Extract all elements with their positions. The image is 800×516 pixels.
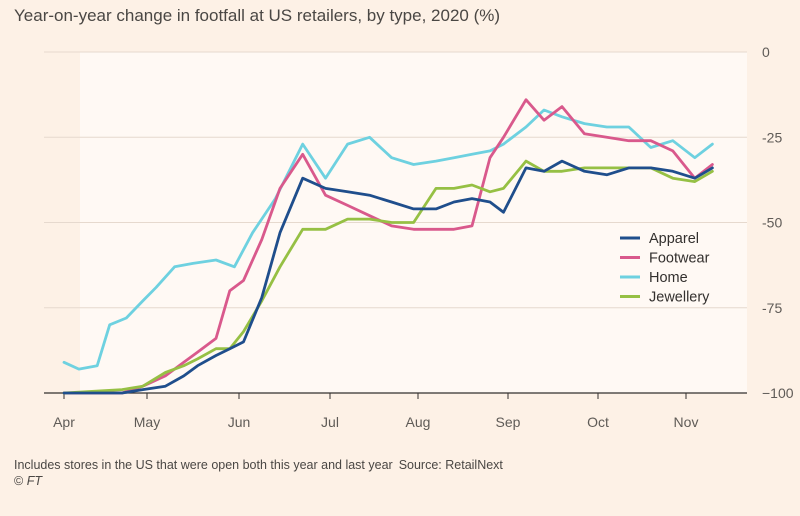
legend-label-jewellery: Jewellery xyxy=(649,290,710,306)
legend: Apparel Footwear Home Jewellery xyxy=(620,231,710,306)
y-axis: 0 -25 -50 -75 −100 xyxy=(762,44,794,401)
x-tick-label: Aug xyxy=(406,414,431,430)
x-tick-label: Jun xyxy=(228,414,251,430)
series-line-apparel xyxy=(62,159,714,395)
source-text: Source: RetailNext xyxy=(398,458,503,472)
grid-lines xyxy=(44,51,747,394)
series-line-footwear xyxy=(62,98,714,395)
brand-name: FT xyxy=(26,474,42,488)
series-lines xyxy=(62,98,714,395)
y-tick-label: -75 xyxy=(762,300,782,316)
footnote-text: Includes stores in the US that were open… xyxy=(14,458,393,472)
y-tick-label: -25 xyxy=(762,129,782,145)
legend-label-home: Home xyxy=(649,270,688,286)
legend-label-footwear: Footwear xyxy=(649,251,710,267)
footnote: Includes stores in the US that were open… xyxy=(14,456,503,474)
x-tick-label: Nov xyxy=(674,414,699,430)
x-tick-label: Jul xyxy=(321,414,339,430)
y-tick-label: −100 xyxy=(762,385,794,401)
copyright: © FT xyxy=(14,474,42,488)
series-line-jewellery xyxy=(62,159,714,395)
x-tick-label: Sep xyxy=(496,414,521,430)
y-tick-label: -50 xyxy=(762,215,782,231)
chart-title: Year-on-year change in footfall at US re… xyxy=(14,6,501,25)
y-tick-label: 0 xyxy=(762,44,770,60)
copyright-symbol: © xyxy=(14,474,24,488)
x-tick-label: Apr xyxy=(53,414,75,430)
series-line-home xyxy=(62,108,714,371)
x-axis: Apr May Jun Jul Aug Sep Oct Nov xyxy=(53,393,698,430)
x-tick-label: Oct xyxy=(587,414,609,430)
legend-label-apparel: Apparel xyxy=(649,231,699,247)
x-tick-label: May xyxy=(134,414,160,430)
